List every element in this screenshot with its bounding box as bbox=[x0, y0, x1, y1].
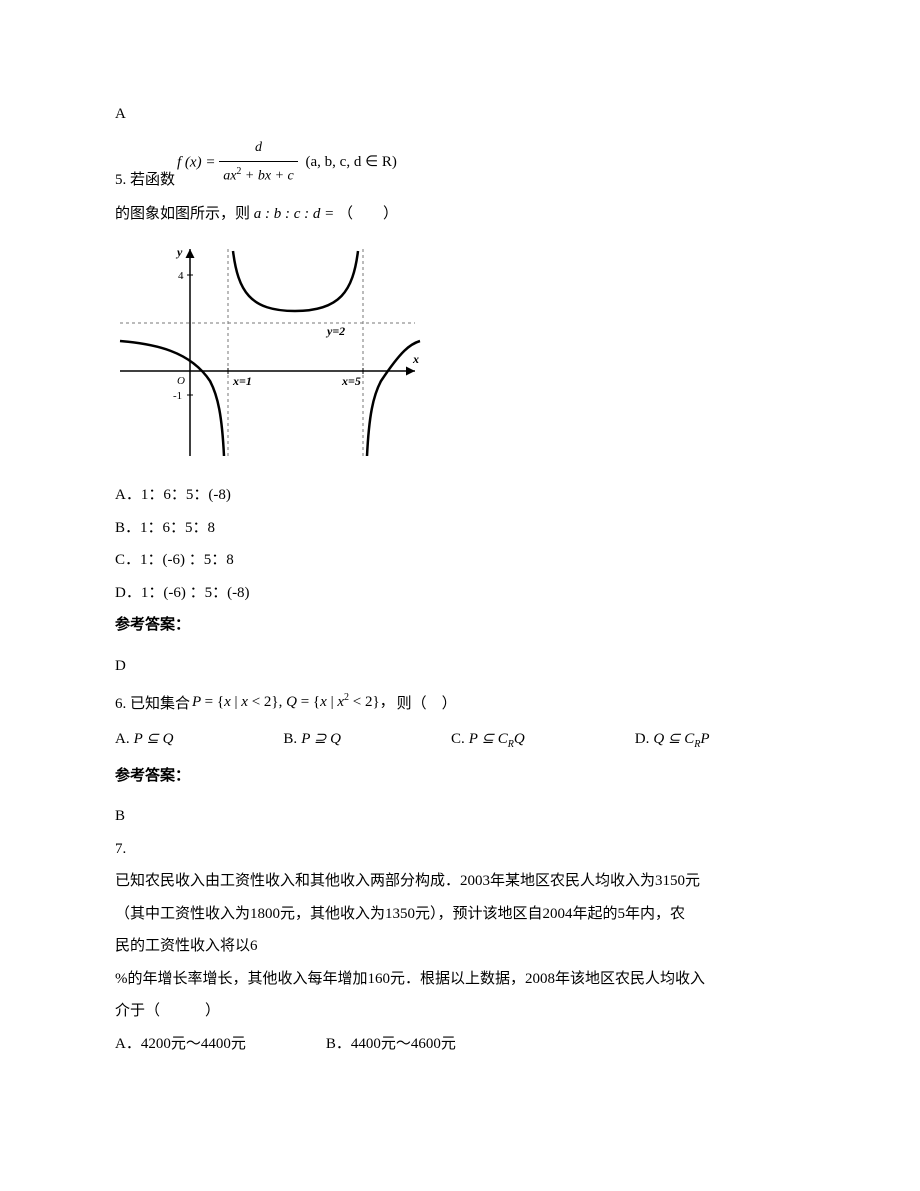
q5-stem2-prefix: 的图象如图所示，则 bbox=[115, 206, 250, 222]
q5-stem2-suffix: （ ） bbox=[338, 206, 398, 222]
q6-d-formula: Q ⊆ CRP bbox=[653, 725, 709, 754]
q5-ratio-formula: a : b : c : d = bbox=[254, 206, 335, 222]
q6-a-formula: P ⊆ Q bbox=[134, 725, 174, 754]
q7-line3: 民的工资性收入将以6 bbox=[115, 932, 805, 961]
q7-number: 7. bbox=[115, 835, 805, 864]
q6-stem-prefix: 已知集合 bbox=[130, 696, 190, 712]
q6-option-a: A. P ⊆ Q bbox=[115, 725, 173, 754]
asymptote-y2-label: y=2 bbox=[325, 324, 345, 338]
q6-stem: 6. 已知集合 P = {x | x < 2}, Q = {x | x2 < 2… bbox=[115, 688, 805, 717]
asymptote-x5-label: x=5 bbox=[341, 374, 361, 388]
q6-b-label: B. bbox=[283, 725, 297, 754]
origin-label: O bbox=[177, 375, 185, 387]
curve-left bbox=[120, 341, 224, 456]
q5-option-d: D．1：(-6) ：5：(-8) bbox=[115, 579, 805, 608]
q7-line2: （其中工资性收入为1800元，其他收入为1350元），预计该地区自2004年起的… bbox=[115, 900, 805, 929]
x-axis-label: x bbox=[412, 352, 419, 366]
q5-formula: f (x) = d ax2 + bx + c (a, b, c, d ∈ R) bbox=[177, 135, 397, 191]
q6-answer: B bbox=[115, 802, 805, 831]
q5-stem-row1: 5. 若函数 f (x) = d ax2 + bx + c (a, b, c, … bbox=[115, 135, 805, 191]
curve-middle bbox=[233, 251, 358, 311]
q5-answer: D bbox=[115, 652, 805, 681]
q6-c-formula: P ⊆ CRQ bbox=[469, 725, 525, 754]
q7-options-row: A．4200元～4400元 B．4400元～4600元 bbox=[115, 1030, 805, 1059]
q5-option-b: B．1：6：5：8 bbox=[115, 514, 805, 543]
q5-stem-row2: 的图象如图所示，则 a : b : c : d = （ ） bbox=[115, 200, 805, 229]
q7-line1: 已知农民收入由工资性收入和其他收入两部分构成．2003年某地区农民人均收入为31… bbox=[115, 867, 805, 896]
q6-sets: P = {x | x < 2}, Q = {x | x2 < 2}， bbox=[192, 688, 395, 717]
q6-option-c: C. P ⊆ CRQ bbox=[451, 725, 525, 754]
q6-c-label: C. bbox=[451, 725, 465, 754]
q5-frac-num: d bbox=[219, 135, 298, 163]
q5-option-a: A．1：6：5：(-8) bbox=[115, 481, 805, 510]
q6-a-label: A. bbox=[115, 725, 130, 754]
q6-d-label: D. bbox=[635, 725, 650, 754]
q5-fx: f (x) = bbox=[177, 154, 215, 170]
graph-svg: y x O 4 -1 y=2 x=1 x=5 bbox=[115, 241, 425, 461]
q7-line5: 介于（ ） bbox=[115, 997, 805, 1026]
q5-cond: (a, b, c, d ∈ R) bbox=[306, 154, 397, 170]
q6-b-formula: P ⊇ Q bbox=[301, 725, 341, 754]
q7-option-b: B．4400元～4600元 bbox=[326, 1030, 456, 1059]
q5-frac-den: ax2 + bx + c bbox=[219, 162, 298, 190]
y-tick-4: 4 bbox=[178, 270, 184, 282]
q5-number: 5. bbox=[115, 172, 126, 188]
q6-option-b: B. P ⊇ Q bbox=[283, 725, 341, 754]
q6-answer-label: 参考答案： bbox=[115, 762, 805, 791]
q6-options: A. P ⊆ Q B. P ⊇ Q C. P ⊆ CRQ D. Q ⊆ CRP bbox=[115, 725, 805, 754]
q5-answer-label: 参考答案： bbox=[115, 611, 805, 640]
q5-stem-prefix: 若函数 bbox=[130, 172, 175, 188]
q5-option-c: C．1：(-6) ：5：8 bbox=[115, 546, 805, 575]
q6-stem-suffix: 则（ ） bbox=[397, 690, 457, 719]
q7-line4: %的年增长率增长，其他收入每年增加160元．根据以上数据，2008年该地区农民人… bbox=[115, 965, 805, 994]
asymptote-x1-label: x=1 bbox=[232, 374, 252, 388]
q5-graph: y x O 4 -1 y=2 x=1 x=5 bbox=[115, 241, 805, 472]
y-axis-label: y bbox=[175, 245, 183, 259]
q6-option-d: D. Q ⊆ CRP bbox=[635, 725, 710, 754]
y-tick-neg1: -1 bbox=[173, 390, 182, 402]
previous-answer: A bbox=[115, 100, 805, 129]
q6-number: 6. bbox=[115, 696, 126, 712]
q7-option-a: A．4200元～4400元 bbox=[115, 1030, 246, 1059]
